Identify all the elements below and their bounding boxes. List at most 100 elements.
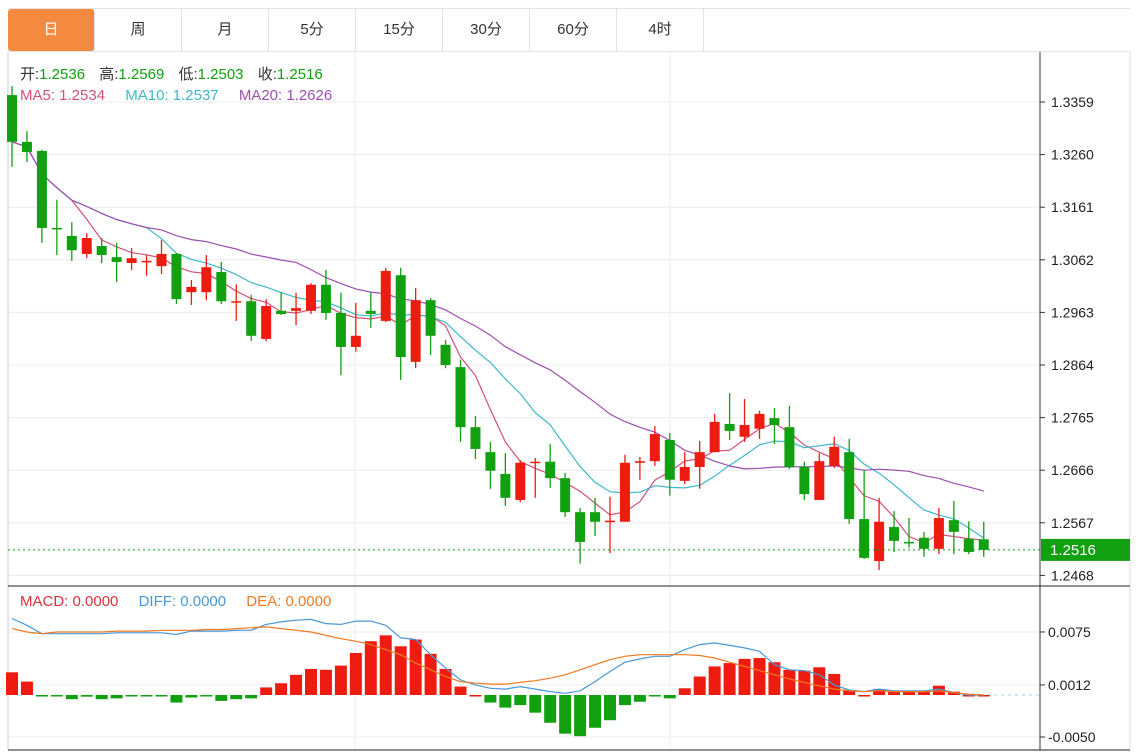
- candle: [7, 86, 17, 167]
- macd-bar: [947, 691, 960, 695]
- ma-legend: MA5: 1.2534 MA10: 1.2537 MA20: 1.2626: [20, 87, 342, 104]
- candle: [963, 521, 974, 555]
- tab-5min[interactable]: 5分: [269, 9, 356, 51]
- macd-bar: [723, 663, 736, 695]
- tab-week[interactable]: 周: [95, 9, 182, 51]
- candle-body: [590, 512, 601, 522]
- tab-30min[interactable]: 30分: [443, 9, 530, 51]
- macd-bar: [155, 695, 168, 697]
- macd-bar: [20, 681, 33, 695]
- macd-bar: [917, 690, 930, 695]
- candle: [485, 442, 496, 489]
- candle: [649, 426, 660, 466]
- candle: [799, 461, 810, 500]
- candle: [410, 287, 421, 369]
- candle: [201, 255, 212, 301]
- candle-body: [739, 425, 750, 437]
- macd-bar: [454, 686, 467, 695]
- candle: [380, 267, 391, 322]
- macd-bar: [200, 695, 213, 697]
- candle-body: [440, 344, 451, 365]
- candle-body: [889, 527, 900, 541]
- macd-bar: [409, 639, 422, 695]
- candle: [425, 298, 436, 355]
- macd-bar: [35, 695, 48, 697]
- candle: [455, 359, 466, 443]
- candle-body: [664, 439, 675, 480]
- candle: [948, 501, 959, 555]
- macd-bar: [80, 695, 93, 697]
- candle: [634, 456, 645, 480]
- macd-bar: [604, 695, 616, 721]
- candle-body: [365, 310, 376, 314]
- candle-body: [619, 462, 630, 522]
- macd-bar: [170, 695, 183, 703]
- macd-bar: [275, 683, 288, 695]
- candle-body: [948, 520, 959, 532]
- candle-body: [320, 284, 331, 313]
- macd-bar: [499, 695, 512, 708]
- candle: [66, 222, 77, 261]
- candle: [709, 413, 720, 453]
- macd-bar: [260, 687, 273, 695]
- macd-bar: [962, 695, 975, 697]
- candle-body: [933, 518, 944, 549]
- candle: [859, 470, 870, 559]
- macd-bar: [185, 695, 198, 698]
- candle-body: [410, 300, 421, 362]
- low-label: 低:: [178, 66, 198, 83]
- candle-body: [918, 537, 929, 549]
- tab-month[interactable]: 月: [182, 9, 269, 51]
- macd-bar: [394, 646, 407, 695]
- macd-bar: [589, 695, 602, 728]
- candle-body: [844, 452, 855, 520]
- y-tick-label: 1.2864: [1051, 357, 1094, 373]
- candle-body: [111, 257, 122, 262]
- candle: [216, 261, 227, 304]
- candle-body: [156, 253, 167, 267]
- macd-value: MACD: 0.0000: [20, 593, 119, 610]
- tab-15min[interactable]: 15分: [356, 9, 443, 51]
- y-tick-label: 1.2963: [1051, 304, 1094, 320]
- candle: [261, 299, 272, 342]
- macd-bar: [559, 695, 572, 734]
- candle: [395, 267, 406, 380]
- macd-bar: [334, 665, 347, 695]
- macd-bar: [977, 695, 990, 697]
- candle: [51, 199, 62, 256]
- candle: [560, 472, 571, 517]
- current-price-badge: [1041, 538, 1130, 561]
- macd-bar: [768, 662, 781, 695]
- candle-body: [829, 446, 840, 466]
- candle-body: [724, 423, 735, 431]
- open-value: 1.2536: [39, 66, 86, 83]
- candle-body: [21, 141, 32, 152]
- candle: [81, 233, 92, 259]
- candle-body: [963, 538, 974, 553]
- candle-body: [7, 95, 17, 142]
- macd-bar: [424, 653, 437, 695]
- macd-bar: [903, 690, 915, 695]
- candle-body: [470, 427, 481, 449]
- macd-bar: [888, 691, 901, 695]
- tab-4hour[interactable]: 4时: [617, 9, 704, 51]
- tab-day[interactable]: 日: [8, 9, 95, 51]
- close-value: 1.2516: [276, 66, 323, 83]
- candle-body: [66, 235, 77, 251]
- macd-bar: [484, 695, 497, 703]
- moving-average-lines: [11, 141, 985, 544]
- candle: [575, 507, 586, 564]
- candle-body: [261, 306, 272, 339]
- candle: [918, 531, 929, 557]
- macd-bar: [843, 689, 856, 695]
- candle: [141, 255, 152, 276]
- ma5-legend: MA5: 1.2534: [20, 87, 106, 104]
- current-price-marker: 1.2516: [8, 538, 1130, 561]
- macd-legend: MACD: 0.0000 DIFF: 0.0000 DEA: 0.0000: [20, 593, 341, 610]
- macd-bar: [215, 695, 228, 701]
- tab-60min[interactable]: 60分: [530, 9, 617, 51]
- candle-body: [649, 434, 660, 462]
- candle-body: [545, 461, 556, 479]
- macd-bar: [319, 669, 332, 695]
